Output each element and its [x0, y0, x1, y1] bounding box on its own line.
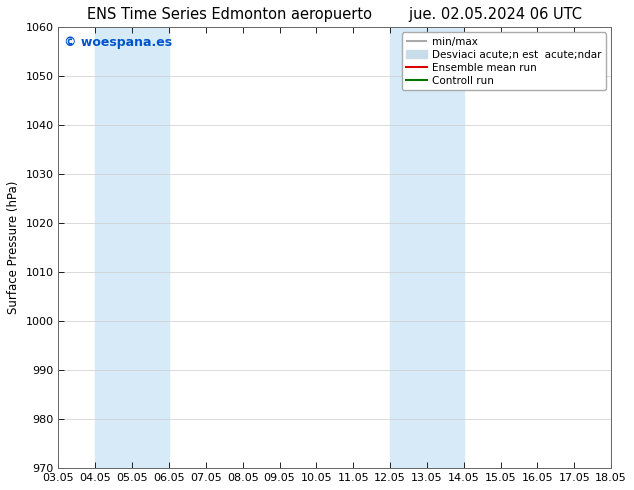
Legend: min/max, Desviaci acute;n est  acute;ndar, Ensemble mean run, Controll run: min/max, Desviaci acute;n est acute;ndar… [402, 32, 606, 90]
Bar [390, 27, 464, 468]
Bar [95, 27, 169, 468]
Title: ENS Time Series Edmonton aeropuerto        jue. 02.05.2024 06 UTC: ENS Time Series Edmonton aeropuerto jue.… [87, 7, 583, 22]
Y-axis label: Surface Pressure (hPa): Surface Pressure (hPa) [7, 181, 20, 315]
Text: © woespana.es: © woespana.es [64, 36, 172, 49]
